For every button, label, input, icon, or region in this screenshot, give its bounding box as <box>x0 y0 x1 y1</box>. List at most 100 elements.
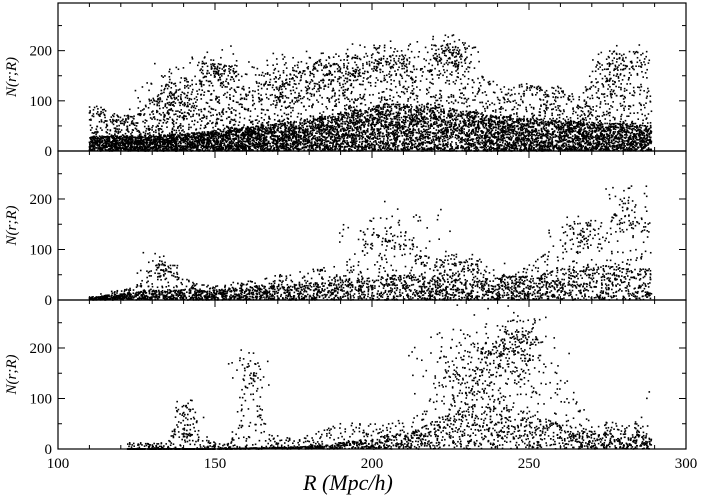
scatter-point <box>248 139 250 142</box>
scatter-point <box>139 133 142 135</box>
scatter-point <box>496 144 498 147</box>
scatter-point <box>277 146 279 148</box>
scatter-point <box>292 106 294 109</box>
scatter-point <box>285 146 288 148</box>
scatter-point <box>636 129 639 131</box>
scatter-point <box>256 138 259 141</box>
scatter-point <box>174 85 177 87</box>
scatter-point <box>314 144 316 146</box>
scatter-point <box>488 136 490 139</box>
scatter-point <box>326 97 329 99</box>
scatter-point <box>191 143 194 145</box>
scatter-point <box>351 129 354 132</box>
scatter-point <box>374 136 376 139</box>
scatter-point <box>396 148 399 151</box>
scatter-point <box>460 97 463 99</box>
scatter-point <box>238 121 241 123</box>
scatter-point <box>311 106 313 109</box>
scatter-point <box>416 132 418 134</box>
scatter-point <box>597 121 599 124</box>
scatter-point <box>523 95 525 97</box>
scatter-point <box>209 99 212 101</box>
scatter-point <box>612 130 615 133</box>
scatter-point <box>415 94 418 97</box>
scatter-point <box>353 112 355 115</box>
scatter-point <box>168 132 171 135</box>
scatter-point <box>299 70 301 73</box>
scatter-point <box>248 143 251 146</box>
scatter-point <box>647 147 650 149</box>
scatter-point <box>335 128 338 131</box>
scatter-point <box>246 136 249 138</box>
scatter-point <box>281 120 283 123</box>
scatter-point <box>203 140 205 143</box>
scatter-point <box>144 119 147 121</box>
scatter-point <box>322 135 325 138</box>
scatter-point <box>292 129 295 131</box>
scatter-point <box>501 134 503 137</box>
scatter-point <box>330 121 332 124</box>
scatter-point <box>558 148 561 150</box>
scatter-point <box>188 97 191 100</box>
scatter-point <box>298 128 301 131</box>
scatter-point <box>314 144 317 147</box>
scatter-point <box>339 145 342 148</box>
scatter-point <box>598 138 601 141</box>
scatter-point <box>511 136 513 139</box>
scatter-point <box>638 86 641 89</box>
scatter-point <box>413 123 415 126</box>
scatter-point <box>251 120 254 123</box>
scatter-point <box>266 146 268 149</box>
scatter-point <box>274 123 277 125</box>
scatter-point <box>248 138 250 140</box>
scatter-point <box>531 129 533 131</box>
scatter-point <box>480 141 482 144</box>
scatter-point <box>538 124 541 126</box>
scatter-point <box>405 146 408 149</box>
scatter-point <box>394 129 397 132</box>
scatter-point <box>261 142 264 145</box>
scatter-point <box>517 104 520 106</box>
scatter-point <box>601 125 604 128</box>
scatter-point <box>295 137 298 139</box>
scatter-point <box>179 104 181 107</box>
scatter-point <box>547 94 549 96</box>
scatter-point <box>632 104 635 107</box>
scatter-point <box>232 124 235 126</box>
scatter-point <box>96 111 99 113</box>
scatter-point <box>362 136 365 138</box>
scatter-point <box>346 128 349 131</box>
scatter-point <box>447 130 449 133</box>
scatter-point <box>438 111 440 114</box>
scatter-point <box>421 131 423 134</box>
scatter-point <box>520 95 522 98</box>
scatter-point <box>360 83 362 86</box>
scatter-point <box>438 56 441 59</box>
scatter-point <box>161 131 163 134</box>
scatter-point <box>574 136 576 139</box>
scatter-point <box>332 142 334 144</box>
scatter-point <box>641 124 643 127</box>
scatter-point <box>472 132 475 134</box>
scatter-point <box>313 82 316 85</box>
scatter-point <box>381 96 383 98</box>
scatter-point <box>378 141 380 143</box>
scatter-point <box>212 126 214 129</box>
scatter-point <box>453 110 455 112</box>
scatter-point <box>641 144 644 146</box>
scatter-point <box>618 143 621 146</box>
scatter-point <box>587 142 589 145</box>
scatter-point <box>335 119 338 122</box>
scatter-point <box>555 122 558 124</box>
scatter-point <box>640 132 643 135</box>
scatter-point <box>385 102 388 105</box>
scatter-point <box>386 143 389 146</box>
scatter-point <box>267 122 269 124</box>
scatter-point <box>296 116 299 118</box>
scatter-point <box>325 126 328 129</box>
scatter-point <box>221 119 224 122</box>
scatter-point <box>273 148 276 151</box>
scatter-point <box>218 99 220 101</box>
scatter-point <box>377 118 379 121</box>
scatter-point <box>289 132 291 135</box>
